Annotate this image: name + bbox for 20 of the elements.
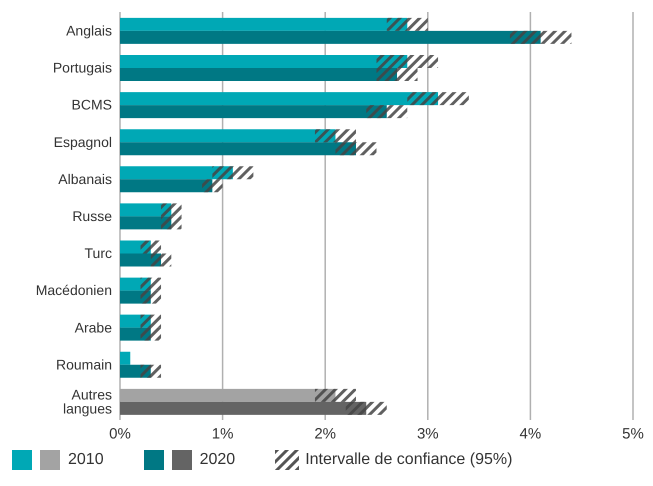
legend-label: 2010 (68, 451, 104, 469)
y-tick-label: Anglais (66, 22, 112, 39)
y-tick-label: Portugais (52, 60, 112, 76)
y-tick-label: BCMS (72, 96, 112, 113)
x-tick-label: 3% (416, 426, 439, 443)
y-tick-label: Turc (84, 245, 112, 262)
x-tick-label: 2% (314, 426, 336, 443)
y-tick-label: Autres langues (62, 386, 112, 416)
x-tick-label: 4% (520, 426, 542, 443)
text: Intervalle de confiance (95%) (305, 451, 512, 469)
y-tick-label: Arabe (74, 319, 112, 336)
x-tick-label: 0% (109, 426, 131, 443)
y-tick-label: Espagnol (54, 134, 112, 150)
legend-label: 2020 (200, 451, 236, 469)
y-tick-label: Russe (72, 208, 112, 224)
x-tick-label: 5% (622, 426, 644, 443)
y-tick-label: Macédonien (36, 282, 112, 298)
y-tick-label: Albanais (58, 170, 112, 187)
y-tick-label: Roumain (56, 356, 112, 372)
x-tick-label: 1% (212, 426, 234, 443)
